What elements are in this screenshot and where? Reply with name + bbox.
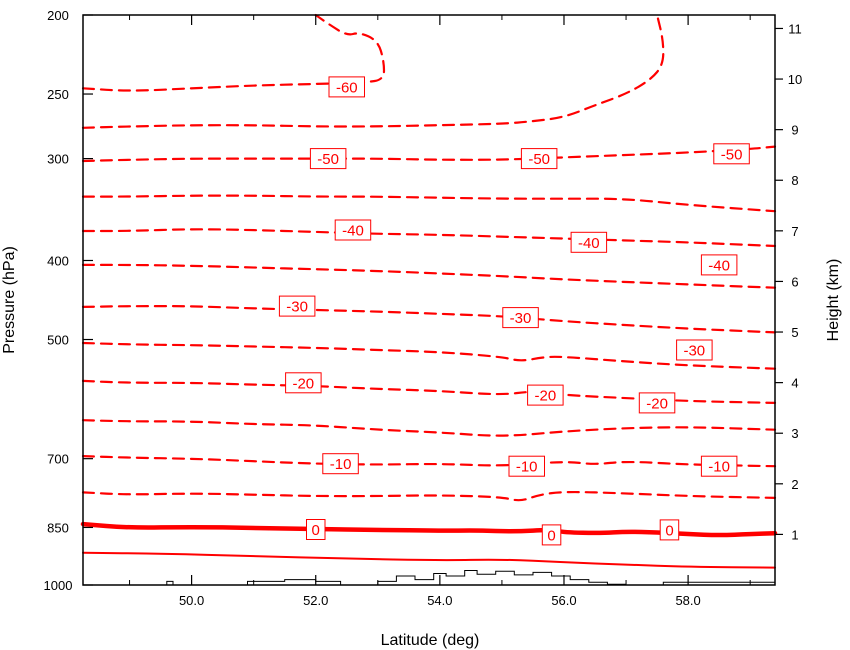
contour-label-box [713, 143, 750, 165]
contour-label-box [638, 392, 676, 414]
contour-line-minus-40 [81, 228, 777, 248]
contour-label-box [676, 339, 713, 361]
contour-label: 0 [312, 522, 320, 539]
height-tick-label: 9 [791, 123, 798, 138]
contour-line-minus-20 [81, 379, 777, 404]
contour-label-box [700, 254, 738, 276]
contour-label-box [520, 148, 558, 170]
contour-label: -50 [528, 151, 550, 168]
pressure-tick-label: 400 [47, 253, 69, 268]
contour-label-box [659, 519, 680, 541]
contour-label: -40 [342, 223, 364, 240]
y-axis-right-title: Height (km) [825, 259, 842, 342]
height-tick-label: 10 [788, 72, 802, 87]
contour-label: -20 [646, 395, 668, 412]
x-tick-label: 50.0 [179, 593, 204, 608]
contour-label: -50 [317, 151, 339, 168]
contour-layer [80, 13, 778, 569]
height-tick-label: 5 [791, 325, 798, 340]
pressure-tick-label: 1000 [44, 578, 73, 593]
contour-label: -10 [516, 459, 538, 476]
x-tick-label: 56.0 [551, 593, 576, 608]
height-tick-label: 8 [791, 173, 798, 188]
plot-frame [82, 14, 776, 586]
contour-label: -40 [578, 235, 600, 252]
contour-label-box [502, 307, 539, 329]
contour-line-10 [82, 551, 776, 569]
axes-layer: 50.0 52.0 54.0 56.0 58.020025030040050070085… [44, 8, 803, 608]
contour-label-box [306, 519, 326, 540]
height-tick-label: 6 [791, 274, 798, 289]
contour-label: -60 [336, 79, 358, 96]
x-tick-label: 58.0 [675, 593, 700, 608]
contour-line-minus-50 [81, 145, 777, 163]
contour-label: -20 [535, 388, 557, 405]
terrain-layer [166, 570, 775, 586]
contour-label-box [541, 524, 562, 546]
height-tick-label: 3 [791, 426, 798, 441]
height-tick-label: 2 [791, 477, 798, 492]
contour-label: -40 [708, 257, 730, 274]
height-tick-label: 7 [791, 224, 798, 239]
contour-label-layer: -60 -50 -50 -50 -40 -40 -40 -30 -30 -30 -20 -20 -20 -… [278, 76, 750, 546]
contour-line-minus-30 [81, 305, 777, 334]
pressure-tick-label: 250 [47, 87, 69, 102]
contour-label: -30 [286, 299, 308, 316]
contour-label-box [322, 453, 359, 475]
pressure-tick-label: 850 [47, 520, 69, 535]
contour-label-box [570, 231, 608, 253]
pressure-tick-label: 300 [47, 152, 69, 167]
contour-label-box [700, 455, 738, 477]
height-tick-label: 11 [788, 21, 802, 36]
contour-label-box [285, 372, 322, 394]
contour-line-minus-15 [81, 419, 777, 437]
contour-label: -20 [292, 375, 314, 392]
pressure-tick-label: 700 [47, 452, 69, 467]
contour-label: -30 [510, 310, 532, 327]
contour-label: 0 [547, 527, 555, 544]
x-tick-label: 52.0 [303, 593, 328, 608]
contour-label-box [527, 384, 564, 406]
contour-label: -10 [708, 459, 730, 476]
contour-label-box [508, 455, 545, 477]
contour-label: 0 [665, 522, 673, 539]
pressure-tick-label: 500 [47, 333, 69, 348]
contour-line-minus-60 [81, 13, 386, 92]
contour-line-minus-25 [81, 341, 777, 370]
x-tick-label: 54.0 [427, 593, 452, 608]
contour-label: -10 [330, 456, 352, 473]
contour-label-box [334, 219, 372, 241]
contour-line-minus-5 [81, 490, 777, 502]
contour-label-box [278, 295, 316, 317]
contour-label: -30 [683, 343, 705, 360]
contour-line-minus-10 [81, 455, 777, 468]
contour-line-minus-45 [81, 194, 777, 213]
contour-line-minus-55 [81, 13, 665, 129]
x-axis-title: Latitude (deg) [381, 632, 480, 649]
height-tick-label: 1 [791, 527, 798, 542]
height-tick-label: 4 [791, 376, 798, 391]
contour-label-box [328, 76, 365, 98]
contour-label: -50 [721, 146, 743, 163]
terrain-outline [166, 570, 775, 586]
pressure-tick-label: 200 [47, 8, 69, 23]
contour-line-minus-35 [81, 263, 777, 289]
contour-label-box [309, 148, 347, 170]
y-axis-left-title: Pressure (hPa) [1, 246, 18, 354]
